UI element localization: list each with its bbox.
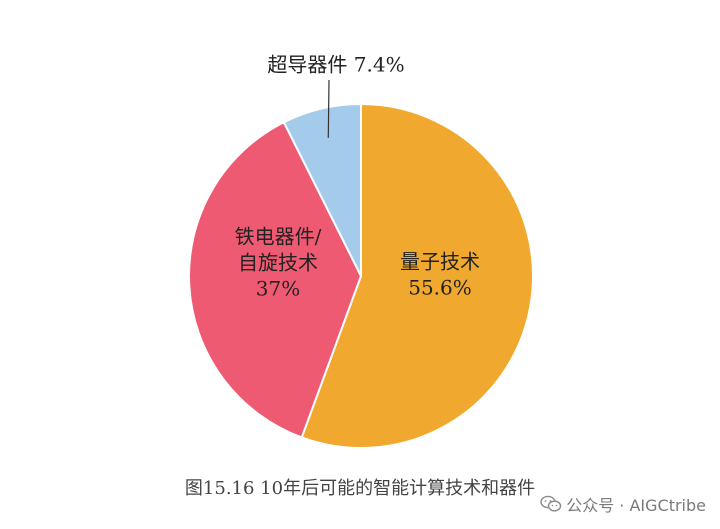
slice-label: 铁电器件/ bbox=[235, 225, 322, 249]
watermark: 公众号 · AIGCtribe bbox=[540, 492, 706, 516]
pie-slice bbox=[188, 120, 363, 439]
figure-caption: 图15.16 10年后可能的智能计算技术和器件 bbox=[184, 478, 536, 499]
slice-label: 超导器件 7.4% bbox=[267, 53, 404, 77]
pie-slice bbox=[300, 102, 534, 449]
slice-label: 量子技术 bbox=[400, 250, 480, 274]
leader-line bbox=[327, 79, 330, 138]
slice-label: 自旋技术 bbox=[238, 251, 318, 275]
slice-label: 55.6% bbox=[408, 276, 472, 300]
wechat-icon bbox=[540, 495, 562, 512]
pie-slice bbox=[282, 102, 362, 277]
slice-label: 37% bbox=[256, 277, 300, 301]
watermark-text: 公众号 · AIGCtribe bbox=[566, 496, 706, 515]
